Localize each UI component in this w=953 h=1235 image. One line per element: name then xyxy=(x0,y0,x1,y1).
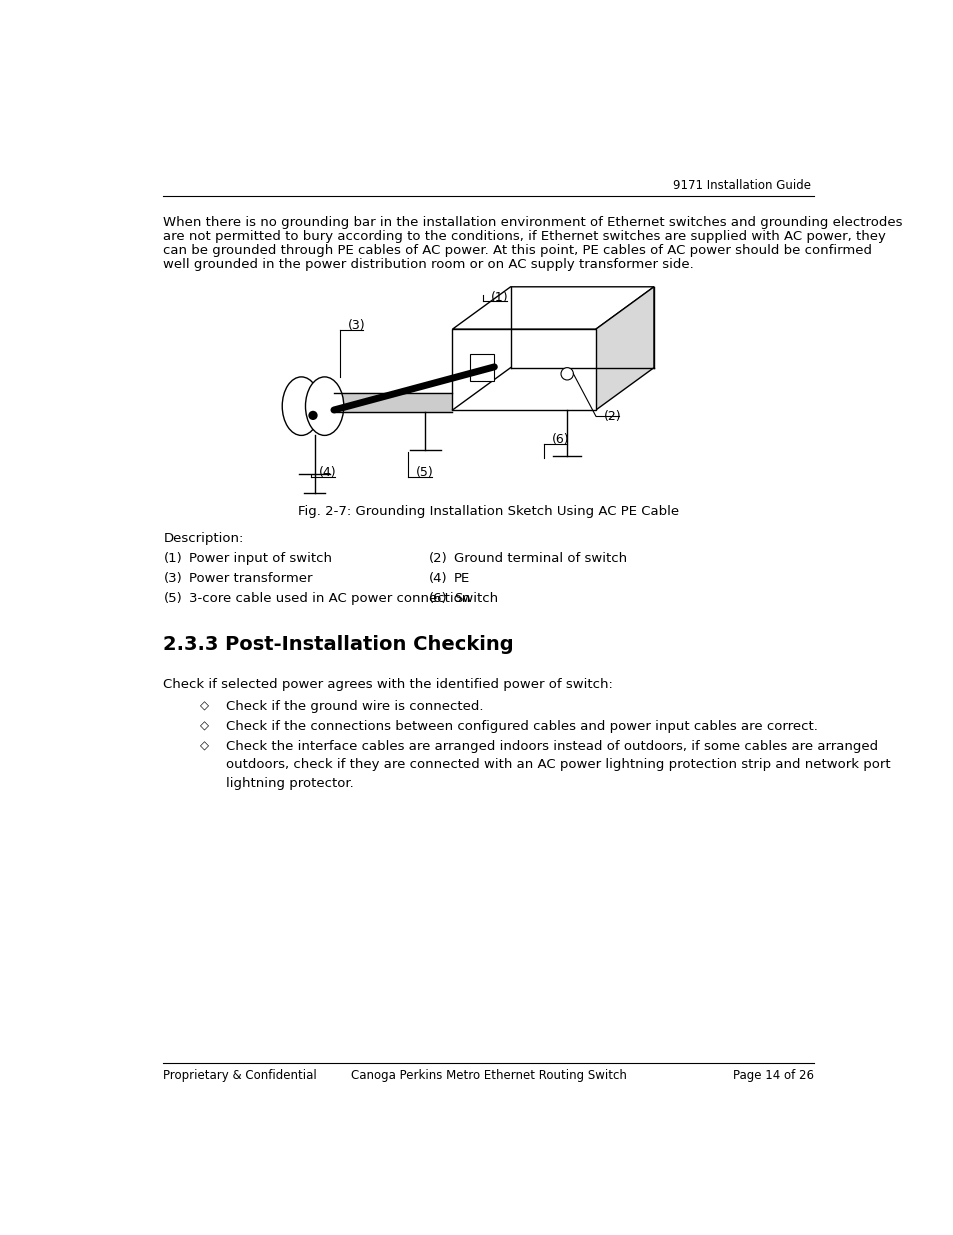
Ellipse shape xyxy=(305,377,343,436)
Text: (3): (3) xyxy=(348,319,365,332)
Text: (1): (1) xyxy=(163,552,182,564)
Text: ◇: ◇ xyxy=(200,740,209,752)
Text: (1): (1) xyxy=(491,290,508,304)
Text: (6): (6) xyxy=(429,592,447,605)
Text: Switch: Switch xyxy=(454,592,497,605)
Text: Fig. 2-7: Grounding Installation Sketch Using AC PE Cable: Fig. 2-7: Grounding Installation Sketch … xyxy=(298,505,679,519)
Polygon shape xyxy=(452,330,596,410)
Text: (3): (3) xyxy=(163,572,182,584)
Text: ◇: ◇ xyxy=(200,699,209,713)
Text: 2.3.3 Post-Installation Checking: 2.3.3 Post-Installation Checking xyxy=(163,635,514,653)
Text: Check if the ground wire is connected.: Check if the ground wire is connected. xyxy=(226,699,483,713)
Circle shape xyxy=(308,411,317,420)
Text: Check if the connections between configured cables and power input cables are co: Check if the connections between configu… xyxy=(226,720,818,732)
Ellipse shape xyxy=(282,377,320,436)
Text: can be grounded through PE cables of AC power. At this point, PE cables of AC po: can be grounded through PE cables of AC … xyxy=(163,243,871,257)
Polygon shape xyxy=(596,287,654,410)
Text: Proprietary & Confidential: Proprietary & Confidential xyxy=(163,1070,316,1082)
Text: well grounded in the power distribution room or on AC supply transformer side.: well grounded in the power distribution … xyxy=(163,258,694,270)
Text: (4): (4) xyxy=(319,466,336,479)
Text: Description:: Description: xyxy=(163,531,244,545)
Text: (5): (5) xyxy=(163,592,182,605)
Bar xyxy=(469,353,494,380)
Text: Power input of switch: Power input of switch xyxy=(189,552,332,564)
Text: Check the interface cables are arranged indoors instead of outdoors, if some cab: Check the interface cables are arranged … xyxy=(226,740,890,789)
Text: (2): (2) xyxy=(429,552,448,564)
Text: ◇: ◇ xyxy=(200,720,209,732)
Text: Power transformer: Power transformer xyxy=(189,572,313,584)
Text: (5): (5) xyxy=(416,466,434,479)
Text: Page 14 of 26: Page 14 of 26 xyxy=(733,1070,814,1082)
Text: Canoga Perkins Metro Ethernet Routing Switch: Canoga Perkins Metro Ethernet Routing Sw… xyxy=(351,1070,626,1082)
Text: When there is no grounding bar in the installation environment of Ethernet switc: When there is no grounding bar in the in… xyxy=(163,216,902,228)
Text: 3-core cable used in AC power connection: 3-core cable used in AC power connection xyxy=(189,592,470,605)
Text: Check if selected power agrees with the identified power of switch:: Check if selected power agrees with the … xyxy=(163,678,613,690)
Text: 9171 Installation Guide: 9171 Installation Guide xyxy=(673,179,810,193)
Text: PE: PE xyxy=(454,572,470,584)
Text: Ground terminal of switch: Ground terminal of switch xyxy=(454,552,626,564)
Polygon shape xyxy=(452,287,654,330)
Text: (6): (6) xyxy=(551,433,569,446)
Text: (4): (4) xyxy=(429,572,447,584)
Circle shape xyxy=(560,368,573,380)
Text: (2): (2) xyxy=(603,410,620,424)
Text: are not permitted to bury according to the conditions, if Ethernet switches are : are not permitted to bury according to t… xyxy=(163,230,885,243)
